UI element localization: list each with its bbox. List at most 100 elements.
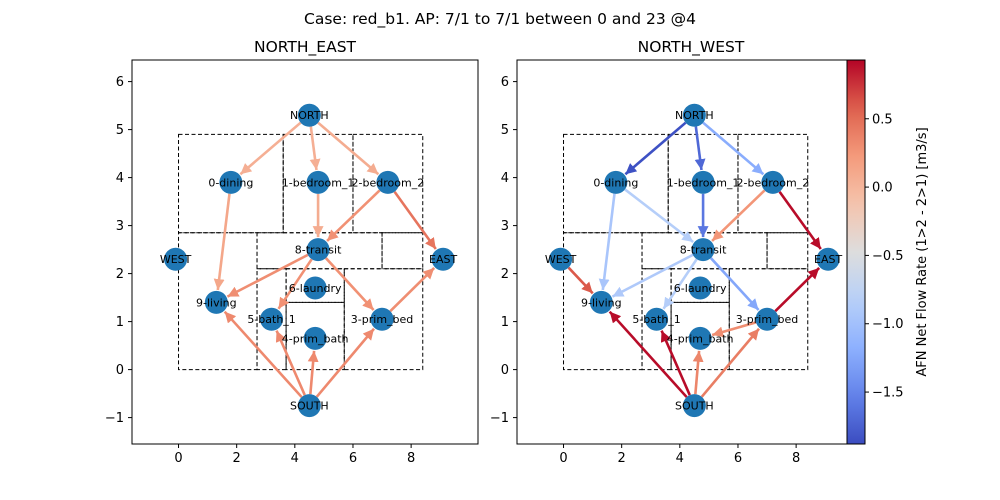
flow-edge-NORTH-to-0-dining — [239, 121, 302, 176]
room-outline — [737, 133, 809, 234]
node-5-bath_1 — [260, 307, 284, 331]
flow-edge-SOUTH-to-5-bath_1 — [660, 330, 691, 396]
flow-edge-NORTH-to-1-bedroom_1 — [694, 126, 706, 171]
node-label: 8-transit — [295, 244, 342, 257]
panel-north-east: NORTH_EAST NORTH 0-dining 1-bedroom_12-bed… — [105, 38, 479, 466]
flow-edge-SOUTH-to-4-prim_bath — [692, 350, 704, 395]
node-label: 5-bath_1 — [247, 313, 295, 326]
panel-north-west: NORTH_WEST NORTH 0-dining 1-bedroom_12-bed… — [490, 38, 864, 466]
node-label: 9-living — [581, 296, 622, 309]
x-tick-label: 6 — [349, 451, 357, 466]
node-label: EAST — [814, 253, 842, 266]
node-label: EAST — [429, 253, 457, 266]
flow-edge-NORTH-to-1-bedroom_1 — [309, 126, 321, 171]
panel-title-north-west: NORTH_WEST — [638, 38, 745, 57]
flow-edge-NORTH-to-2-bedroom_2 — [317, 121, 380, 176]
x-tick-label: 2 — [618, 451, 626, 466]
y-tick-label: 4 — [116, 171, 124, 186]
flow-edge-NORTH-to-2-bedroom_2 — [702, 121, 765, 176]
figure-title: Case: red_b1. AP: 7/1 to 7/1 between 0 a… — [304, 10, 696, 29]
node-label: NORTH — [675, 109, 714, 122]
y-tick-label: −1 — [105, 411, 124, 426]
y-tick-label: 3 — [501, 219, 509, 234]
room-outline — [256, 268, 287, 371]
room-outline — [766, 232, 809, 270]
y-tick-label: 5 — [501, 123, 509, 138]
node-label: NORTH — [290, 109, 329, 122]
node-3-prim_bed — [370, 307, 394, 331]
colorbar-tick-label: −1.5 — [872, 386, 904, 401]
node-label: SOUTH — [290, 400, 329, 413]
plot-area-north-west: NORTH 0-dining 1-bedroom_12-bedroom_2 8-tra… — [490, 59, 864, 466]
node-label: 8-transit — [680, 244, 727, 257]
flow-edge-8-transit-to-9-living — [226, 253, 309, 298]
flow-edge-2-bedroom_2-to-8-transit — [711, 189, 766, 242]
node-4-prim_bath — [303, 326, 327, 350]
node-3-prim_bed — [755, 307, 779, 331]
y-tick-label: 1 — [116, 315, 124, 330]
node-label: WEST — [545, 253, 577, 266]
node-label: 1-bedroom_1 — [282, 176, 355, 189]
node-NORTH — [297, 103, 321, 127]
node-label: 3-prim_bed — [351, 313, 413, 326]
y-tick-label: 2 — [116, 267, 124, 282]
room-outline — [178, 232, 258, 371]
flow-edge-8-transit-to-5-bath_1 — [277, 258, 313, 310]
flow-edge-8-transit-to-3-prim_bed — [709, 257, 760, 311]
y-tick-label: 4 — [501, 171, 509, 186]
colorbar-tick-label: −0.5 — [872, 249, 904, 264]
node-EAST — [431, 247, 455, 271]
node-label: 2-bedroom_2 — [352, 176, 425, 189]
node-label: 5-bath_1 — [632, 313, 680, 326]
node-0-dining — [219, 170, 243, 194]
node-9-living — [204, 290, 228, 314]
panel-title-north-east: NORTH_EAST — [254, 38, 357, 57]
x-tick-label: 0 — [559, 451, 567, 466]
node-SOUTH — [297, 394, 321, 418]
node-label: 4-prim_bath — [667, 332, 734, 345]
node-9-living — [589, 290, 613, 314]
y-tick-label: 6 — [501, 75, 509, 90]
x-tick-label: 8 — [792, 451, 800, 466]
flow-edge-SOUTH-to-3-prim_bed — [315, 327, 375, 398]
flow-edge-8-transit-to-5-bath_1 — [662, 258, 698, 310]
node-label: SOUTH — [675, 400, 714, 413]
x-tick-label: 2 — [233, 451, 241, 466]
flow-edge-SOUTH-to-9-living — [608, 310, 688, 398]
node-SOUTH — [682, 394, 706, 418]
node-EAST — [816, 247, 840, 271]
x-tick-label: 4 — [291, 451, 299, 466]
y-tick-label: −1 — [490, 411, 509, 426]
node-label: WEST — [160, 253, 192, 266]
flow-edge-SOUTH-to-9-living — [223, 310, 303, 398]
room-outline — [352, 133, 424, 234]
room-outline — [563, 232, 643, 371]
node-label: 9-living — [196, 296, 237, 309]
node-label: 1-bedroom_1 — [667, 176, 740, 189]
node-label: 2-bedroom_2 — [737, 176, 810, 189]
node-2-bedroom_2 — [761, 170, 785, 194]
colorbar-tick-label: −1.0 — [872, 317, 904, 332]
flow-edge-0-dining-to-8-transit — [624, 188, 694, 244]
flow-edge-2-bedroom_2-to-EAST — [393, 190, 437, 250]
node-0-dining — [604, 170, 628, 194]
flow-edge-8-transit-to-3-prim_bed — [324, 257, 375, 311]
plot-area-north-east: NORTH 0-dining 1-bedroom_12-bedroom_2 8-tra… — [105, 59, 479, 466]
node-WEST — [549, 247, 573, 271]
y-tick-label: 2 — [501, 267, 509, 282]
flow-edge-2-bedroom_2-to-EAST — [778, 190, 822, 250]
room-outline — [381, 232, 424, 270]
colorbar-label: AFN Net Flow Rate (1>2 - 2>1) [m3/s] — [915, 127, 930, 376]
y-tick-label: 0 — [116, 363, 124, 378]
y-tick-label: 1 — [501, 315, 509, 330]
colorbar: 0.5 0.0 −0.5 −1.0 −1.5 AFN Net Flow Rate (1>2… — [846, 59, 930, 445]
y-tick-label: 6 — [116, 75, 124, 90]
node-1-bedroom_1 — [306, 170, 330, 194]
room-outline — [641, 268, 672, 371]
flow-edge-3-prim_bed-to-4-prim_bath — [711, 321, 757, 338]
node-NORTH — [682, 103, 706, 127]
y-tick-label: 5 — [116, 123, 124, 138]
node-WEST — [164, 247, 188, 271]
node-label: 3-prim_bed — [736, 313, 798, 326]
